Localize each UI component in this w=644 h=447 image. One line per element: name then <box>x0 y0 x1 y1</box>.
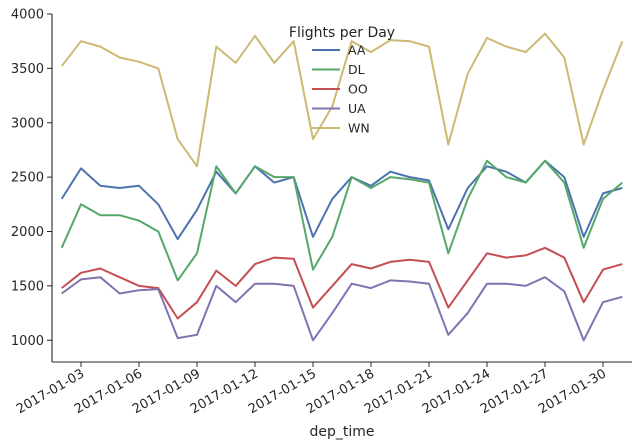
y-tick-label: 2500 <box>11 171 44 186</box>
axes <box>51 14 632 363</box>
x-axis-label: dep_time <box>309 424 374 440</box>
legend-title: Flights per Day <box>289 25 395 41</box>
legend-label-oo: OO <box>348 82 368 97</box>
legend: Flights per Day AA DL OO UA WN <box>289 25 395 136</box>
y-tick-label: 3000 <box>11 116 44 131</box>
y-tick-label: 1000 <box>11 334 44 349</box>
y-tick-label: 3500 <box>11 62 44 77</box>
y-tick-label: 2000 <box>11 225 44 240</box>
y-axis-ticks: 1000 1500 2000 2500 3000 3500 4000 <box>11 8 52 349</box>
legend-label-dl: DL <box>348 62 365 77</box>
series-line-ua <box>61 276 623 342</box>
legend-label-aa: AA <box>348 43 366 58</box>
series-line-oo <box>61 246 623 320</box>
series-line-dl <box>60 159 623 282</box>
series-lines <box>60 32 624 342</box>
legend-label-wn: WN <box>348 121 370 136</box>
y-tick-label: 1500 <box>11 279 44 294</box>
x-axis-ticks: 2017-01-032017-01-062017-01-092017-01-12… <box>14 362 609 417</box>
series-line-wn <box>60 32 624 168</box>
legend-label-ua: UA <box>348 101 366 116</box>
series-line-aa <box>60 159 623 241</box>
y-tick-label: 4000 <box>11 8 44 23</box>
legend-items: AA DL OO UA WN <box>312 43 370 136</box>
